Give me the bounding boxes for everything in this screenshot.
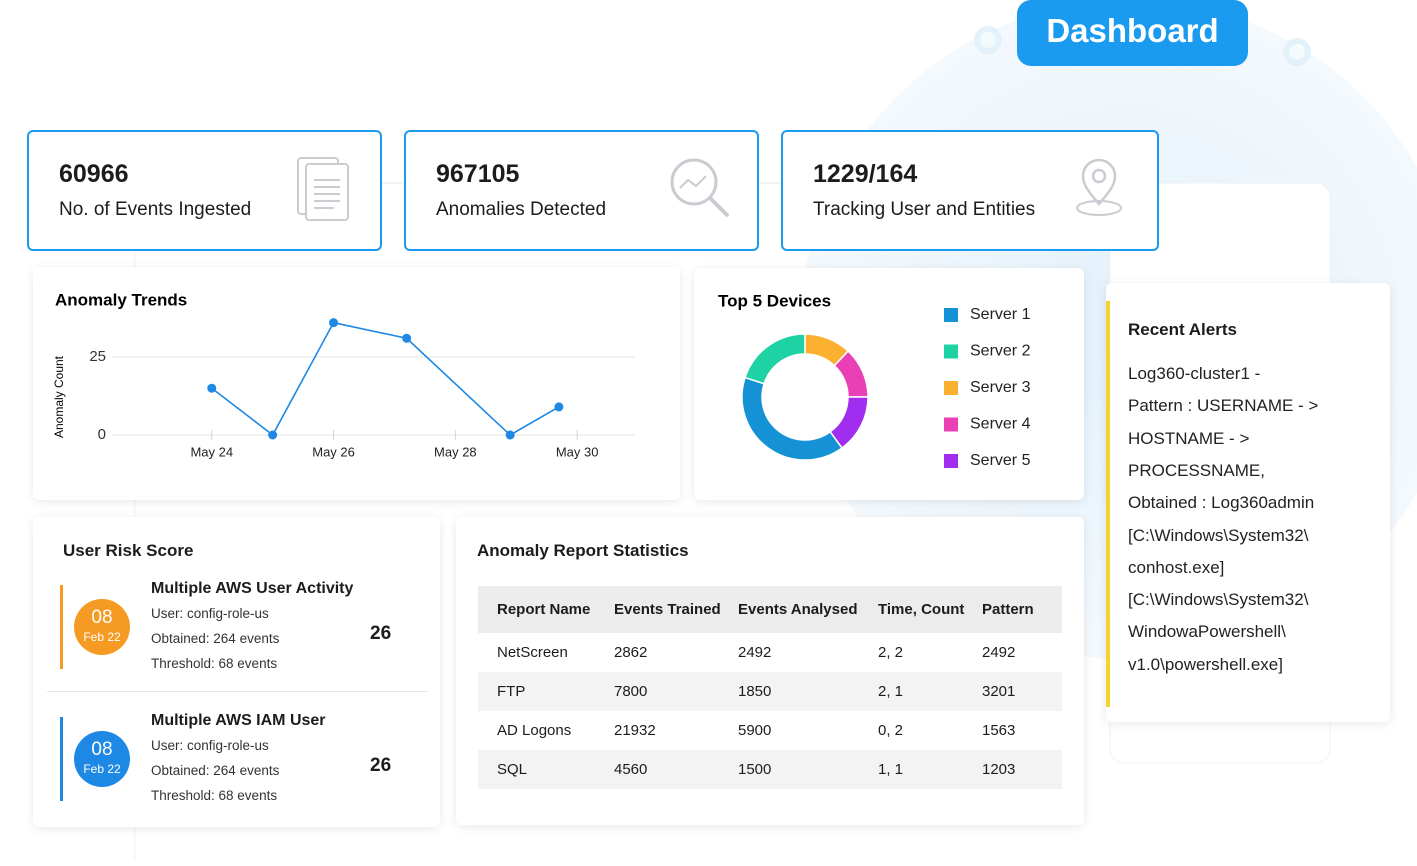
- card-title: Recent Alerts: [1128, 320, 1237, 339]
- devices-card: [694, 268, 1084, 500]
- table-cell: SQL: [497, 761, 528, 778]
- alert-line: HOSTNAME - >: [1128, 428, 1250, 448]
- alert-line: Log360-cluster1 -: [1128, 364, 1261, 383]
- table-header-bg: [478, 586, 1062, 633]
- alert-line: conhost.exe]: [1128, 557, 1225, 577]
- risk-obtained: Obtained: 264 events: [151, 631, 280, 646]
- location-icon: [1076, 158, 1122, 216]
- risk-user: User: config-role-us: [151, 738, 269, 753]
- table-cell: 2, 2: [878, 644, 904, 661]
- stat-card: 1229/164 Tracking User and Entities: [781, 130, 1159, 251]
- table-header: Time, Count: [878, 601, 965, 618]
- table-cell: FTP: [497, 683, 526, 700]
- table-cell: 2, 1: [878, 683, 904, 700]
- stat-label: Tracking User and Entities: [813, 199, 1036, 220]
- divider: [47, 691, 428, 692]
- stat-label: Anomalies Detected: [436, 199, 607, 220]
- badge-month: Feb 22: [83, 762, 121, 776]
- dashboard-pill[interactable]: Dashboard: [1017, 0, 1248, 66]
- table-cell: 7800: [614, 683, 648, 700]
- table-cell: 2492: [982, 644, 1016, 661]
- table-cell: 5900: [738, 722, 772, 739]
- search-icon: [670, 158, 730, 218]
- table-cell: 21932: [614, 722, 656, 739]
- risk-user: User: config-role-us: [151, 606, 269, 621]
- badge-month: Feb 22: [83, 630, 121, 644]
- risk-score: 26: [370, 755, 392, 776]
- risk-obtained: Obtained: 264 events: [151, 763, 280, 778]
- stat-card: 60966 No. of Events Ingested: [27, 130, 382, 251]
- badge-day: 08: [91, 739, 113, 760]
- alert-line: Pattern : USERNAME - >: [1128, 396, 1319, 416]
- stat-value: 1229/164: [813, 160, 918, 188]
- risk-accent: [60, 585, 63, 669]
- row-bg: [478, 672, 1062, 711]
- badge-day: 08: [91, 607, 113, 628]
- alert-line: v1.0\powershell.exe]: [1128, 654, 1283, 674]
- stat-value: 967105: [436, 160, 520, 188]
- risk-title: Multiple AWS IAM User: [151, 712, 326, 729]
- table-cell: NetScreen: [497, 644, 568, 661]
- alert-accent: [1106, 301, 1110, 707]
- report-table: Report Name Events Trained Events Analysed…: [478, 586, 1062, 790]
- alert-line: [C:\Windows\System32\: [1128, 525, 1309, 545]
- risk-card: User Risk Score 08 Feb 22 Multiple AWS Use…: [33, 517, 440, 827]
- table-header: Pattern: [982, 601, 1034, 618]
- table-cell: 0, 2: [878, 722, 904, 739]
- table-cell: 3201: [982, 683, 1016, 700]
- stat-value: 60966: [59, 160, 129, 188]
- doc-icon: [297, 157, 349, 221]
- table-cell: 1563: [982, 722, 1016, 739]
- risk-threshold: Threshold: 68 events: [151, 656, 278, 671]
- alerts-card: Recent Alerts Log360-cluster1 - Pattern :…: [1106, 283, 1390, 722]
- trend-card: [33, 267, 680, 500]
- risk-accent: [60, 717, 63, 801]
- risk-score: 26: [370, 623, 392, 644]
- table-cell: 1500: [738, 761, 772, 778]
- table-cell: 1850: [738, 683, 772, 700]
- table-header: Events Trained: [614, 601, 721, 618]
- row-bg: [478, 750, 1062, 789]
- date-badge: 08 Feb 22: [74, 599, 130, 655]
- table-header: Events Analysed: [738, 601, 858, 618]
- table-cell: 1, 1: [878, 761, 904, 778]
- stat-card: 967105 Anomalies Detected: [404, 130, 759, 251]
- card-title: Anomaly Report Statistics: [477, 541, 689, 560]
- report-card: Anomaly Report Statistics Report Name Eve…: [456, 517, 1084, 825]
- alert-line: PROCESSNAME,: [1128, 460, 1265, 480]
- risk-title: Multiple AWS User Activity: [151, 580, 354, 597]
- table-cell: 2492: [738, 644, 772, 661]
- risk-threshold: Threshold: 68 events: [151, 788, 278, 803]
- alert-line: Obtained : Log360admin: [1128, 493, 1315, 513]
- stat-label: No. of Events Ingested: [59, 199, 252, 220]
- alert-line: [C:\Windows\System32\: [1128, 590, 1309, 610]
- table-cell: 1203: [982, 761, 1016, 778]
- table-cell: AD Logons: [497, 722, 572, 739]
- date-badge: 08 Feb 22: [74, 731, 130, 787]
- card-title: User Risk Score: [63, 541, 194, 560]
- alert-line: WindowaPowershell\: [1128, 622, 1286, 642]
- table-cell: 4560: [614, 761, 648, 778]
- page-title: Dashboard: [1046, 12, 1219, 49]
- table-cell: 2862: [614, 644, 648, 661]
- table-header: Report Name: [497, 601, 591, 618]
